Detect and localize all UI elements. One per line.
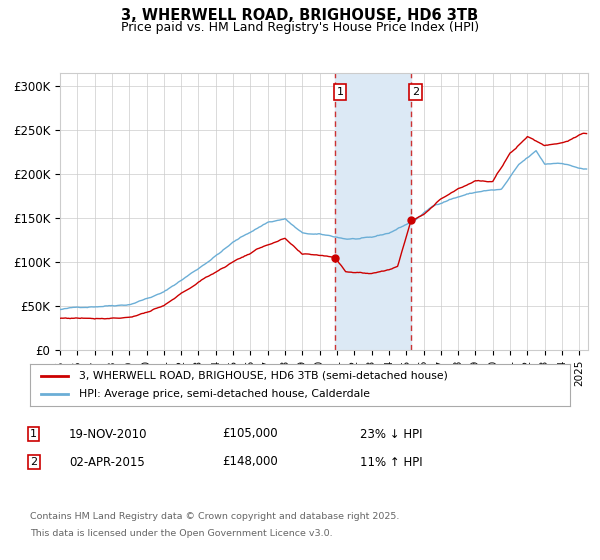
Text: This data is licensed under the Open Government Licence v3.0.: This data is licensed under the Open Gov… xyxy=(30,529,332,538)
Text: £105,000: £105,000 xyxy=(222,427,278,441)
Text: Contains HM Land Registry data © Crown copyright and database right 2025.: Contains HM Land Registry data © Crown c… xyxy=(30,512,400,521)
Text: 3, WHERWELL ROAD, BRIGHOUSE, HD6 3TB: 3, WHERWELL ROAD, BRIGHOUSE, HD6 3TB xyxy=(121,8,479,24)
Text: 19-NOV-2010: 19-NOV-2010 xyxy=(69,427,148,441)
Text: Price paid vs. HM Land Registry's House Price Index (HPI): Price paid vs. HM Land Registry's House … xyxy=(121,21,479,34)
Text: 2: 2 xyxy=(30,457,37,467)
Text: 3, WHERWELL ROAD, BRIGHOUSE, HD6 3TB (semi-detached house): 3, WHERWELL ROAD, BRIGHOUSE, HD6 3TB (se… xyxy=(79,371,448,381)
Text: 1: 1 xyxy=(337,87,344,97)
Text: £148,000: £148,000 xyxy=(222,455,278,469)
Text: 02-APR-2015: 02-APR-2015 xyxy=(69,455,145,469)
Text: 11% ↑ HPI: 11% ↑ HPI xyxy=(360,455,422,469)
Text: HPI: Average price, semi-detached house, Calderdale: HPI: Average price, semi-detached house,… xyxy=(79,389,370,399)
Bar xyxy=(335,73,410,350)
Text: 1: 1 xyxy=(30,429,37,439)
Text: 23% ↓ HPI: 23% ↓ HPI xyxy=(360,427,422,441)
Text: 2: 2 xyxy=(412,87,419,97)
